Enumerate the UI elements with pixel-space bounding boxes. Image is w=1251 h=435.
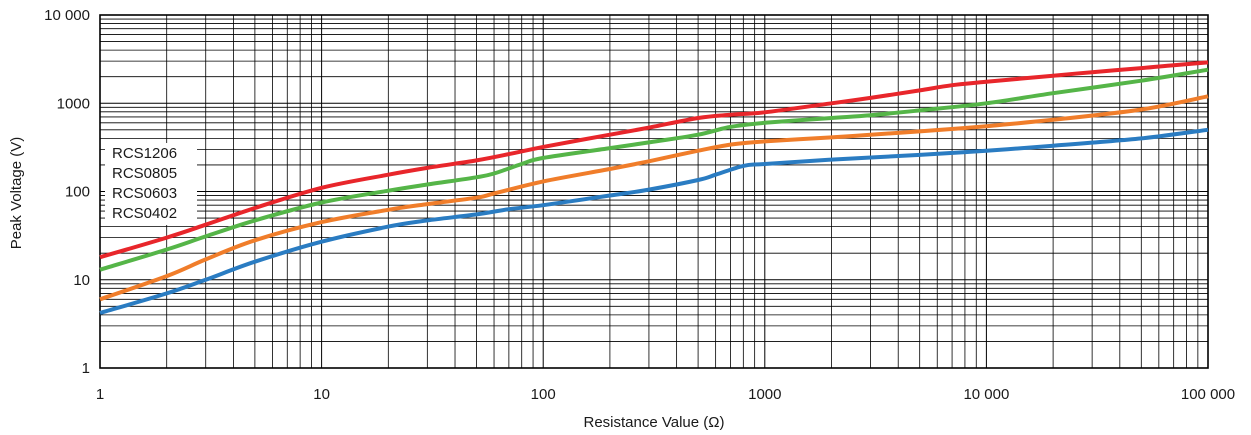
legend-item-rcs0402: RCS0402 xyxy=(112,205,177,222)
legend: RCS1206 RCS0805 RCS0603 RCS0402 xyxy=(105,143,197,225)
x-tick-label: 1000 xyxy=(748,386,781,403)
y-tick-label: 10 000 xyxy=(44,7,90,24)
x-tick-label: 10 xyxy=(313,386,330,403)
x-tick-label: 100 xyxy=(531,386,556,403)
y-axis-title: Peak Voltage (V) xyxy=(8,137,25,250)
series-line-rcs1206 xyxy=(99,60,1209,260)
y-axis-ticks: 1 10 100 1000 10 000 xyxy=(44,7,90,377)
legend-background xyxy=(105,143,197,225)
legend-item-rcs1206: RCS1206 xyxy=(112,145,177,162)
x-tick-label: 10 000 xyxy=(963,386,1009,403)
x-tick-label: 100 000 xyxy=(1181,386,1235,403)
y-tick-label: 1000 xyxy=(57,95,90,112)
series-line-rcs0402 xyxy=(99,127,1209,315)
legend-item-rcs0805: RCS0805 xyxy=(112,165,177,182)
series-line-rcs0805 xyxy=(99,67,1209,272)
plot-frame xyxy=(99,14,1209,369)
y-tick-label: 1 xyxy=(82,360,90,377)
series-line-rcs0603 xyxy=(99,94,1209,302)
x-axis-ticks: 1 10 100 1000 10 000 100 000 xyxy=(96,386,1235,403)
y-tick-label: 10 xyxy=(73,272,90,289)
x-tick-label: 1 xyxy=(96,386,104,403)
series-layer xyxy=(99,60,1209,315)
x-axis-title: Resistance Value (Ω) xyxy=(584,414,725,431)
y-tick-label: 100 xyxy=(65,184,90,201)
legend-item-rcs0603: RCS0603 xyxy=(112,185,177,202)
